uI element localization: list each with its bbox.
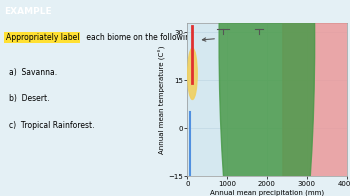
X-axis label: Annual mean precipitation (mm): Annual mean precipitation (mm)	[210, 189, 324, 196]
Text: c)  Tropical Rainforest.: c) Tropical Rainforest.	[9, 121, 95, 130]
Text: a)  Savanna.: a) Savanna.	[9, 68, 57, 77]
Y-axis label: Annual mean temperature (C°): Annual mean temperature (C°)	[158, 45, 166, 154]
Ellipse shape	[219, 0, 315, 196]
Text: EXAMPLE: EXAMPLE	[4, 7, 52, 16]
Text: Appropriately label: Appropriately label	[6, 33, 79, 42]
Text: each biome on the following climograph.: each biome on the following climograph.	[84, 33, 243, 42]
Ellipse shape	[188, 48, 197, 99]
Ellipse shape	[283, 0, 350, 196]
Text: b)  Desert.: b) Desert.	[9, 94, 50, 103]
